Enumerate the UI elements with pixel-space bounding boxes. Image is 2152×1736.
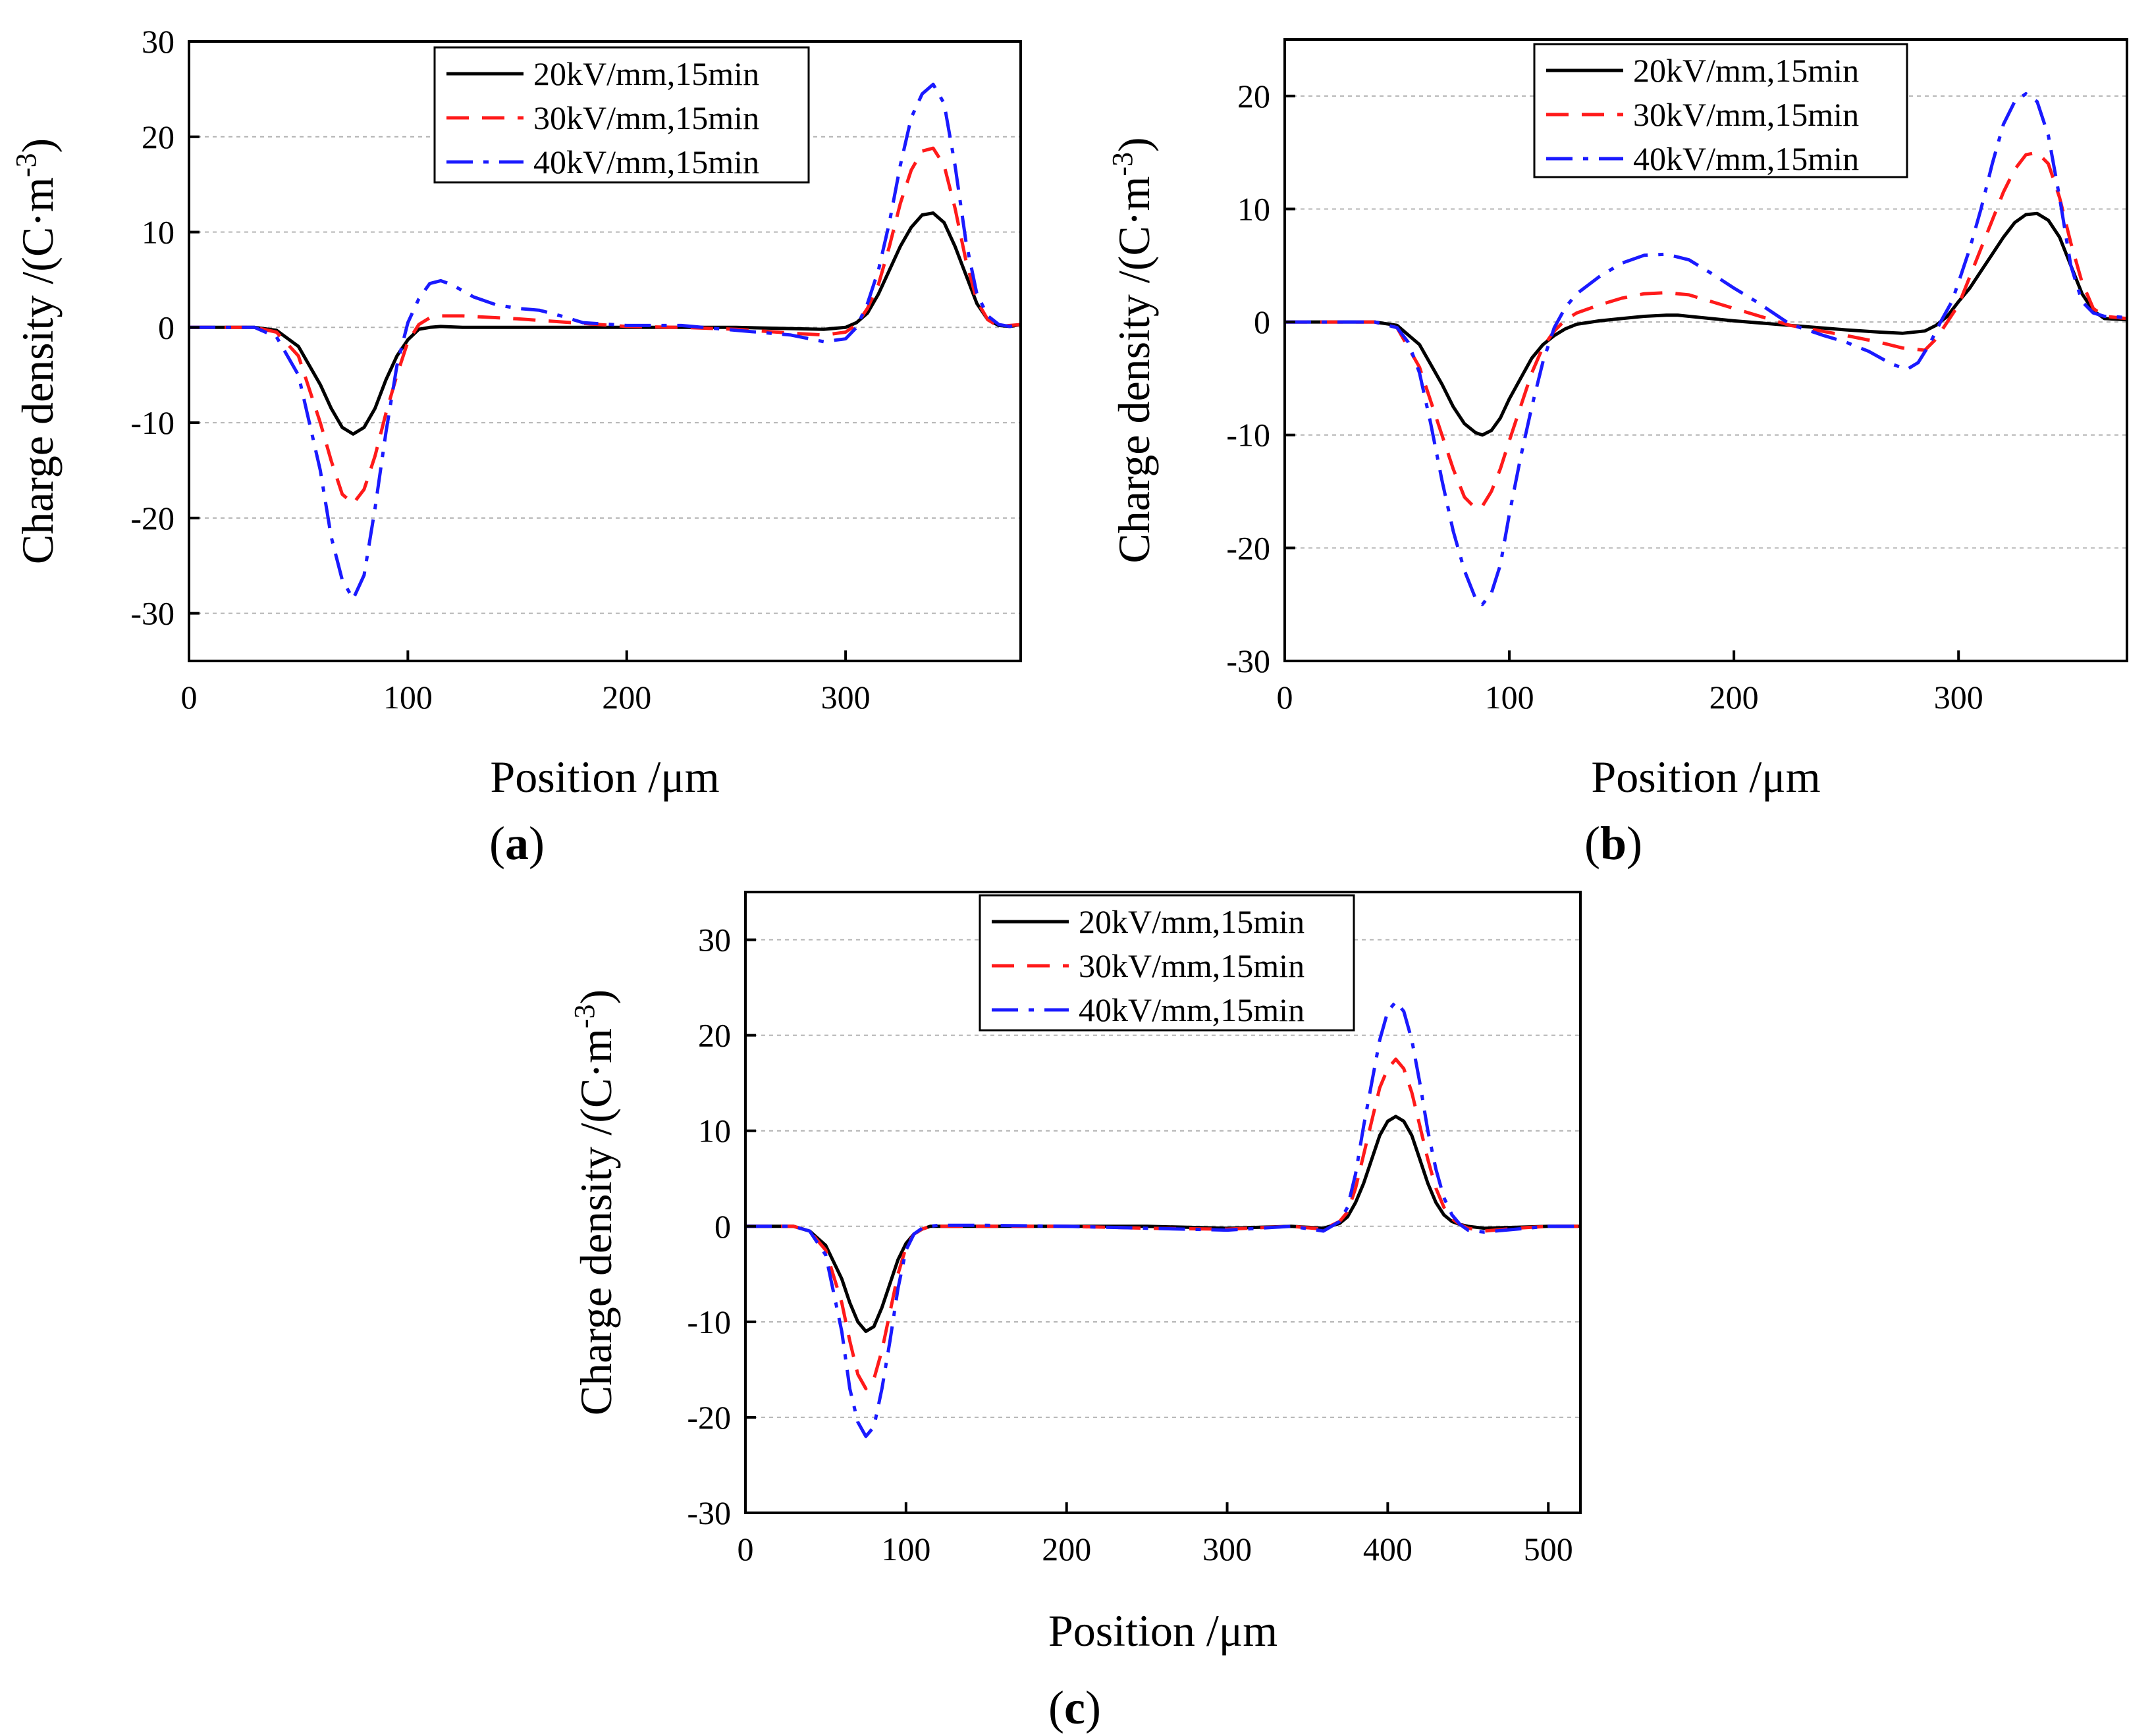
y-tick-label: -20 — [1226, 529, 1270, 566]
y-tick-label: -10 — [687, 1303, 731, 1340]
y-tick-label: 10 — [698, 1113, 731, 1149]
panel-label-b: (b) — [1584, 817, 1642, 870]
legend-label: 20kV/mm,15min — [533, 55, 759, 92]
y-tick-label: 0 — [1254, 303, 1270, 340]
x-tick-label: 100 — [881, 1531, 930, 1567]
y-tick-label: 20 — [142, 118, 175, 155]
legend-label: 30kV/mm,15min — [1633, 96, 1859, 133]
x-tick-label: 0 — [181, 679, 198, 716]
x-tick-label: 300 — [1934, 679, 1983, 716]
y-tick-label: -30 — [130, 595, 175, 632]
y-tick-label: 10 — [142, 214, 175, 251]
x-tick-label: 200 — [1709, 679, 1759, 716]
y-tick-label: 30 — [698, 922, 731, 959]
x-tick-label: 400 — [1363, 1531, 1412, 1567]
y-tick-label: -30 — [687, 1494, 731, 1531]
x-tick-label: 300 — [1202, 1531, 1252, 1567]
y-tick-label: -20 — [687, 1399, 731, 1436]
legend-label: 40kV/mm,15min — [1633, 140, 1859, 177]
x-tick-label: 100 — [1485, 679, 1534, 716]
panel-label-c-letter: c — [1064, 1681, 1085, 1734]
series-line-a-1 — [189, 211, 1021, 436]
x-tick-label: 100 — [383, 679, 433, 716]
legend-box — [433, 46, 810, 184]
legend-box — [1533, 43, 1908, 178]
plot-frame — [1283, 38, 2128, 662]
legend-label: 20kV/mm,15min — [1633, 52, 1859, 89]
series-line-b-3 — [1285, 92, 2128, 606]
legend-label: 30kV/mm,15min — [533, 99, 759, 136]
panel-label-c: (c) — [1048, 1681, 1101, 1734]
x-tick-label: 200 — [602, 679, 651, 716]
series-line-a-2 — [189, 146, 1021, 506]
x-tick-label: 0 — [738, 1531, 754, 1567]
y-axis-label: Charge density /(C·m-3) — [568, 989, 621, 1415]
panel-label-b-letter: b — [1600, 817, 1627, 870]
panel-label-a: (a) — [489, 817, 545, 870]
y-tick-label: 0 — [158, 309, 175, 346]
x-tick-label: 300 — [821, 679, 871, 716]
y-tick-label: -10 — [1226, 417, 1270, 454]
chart-panel-b: 0 100 200 300 -30 -20 -10 0 10 20 Position /μm Char… — [1106, 38, 2128, 802]
y-tick-label: -10 — [130, 404, 175, 441]
legend: 20kV/mm,15min 30kV/mm,15min 40kV/mm,15min — [433, 46, 810, 184]
plot-frame — [744, 891, 1582, 1514]
legend-label: 20kV/mm,15min — [1079, 903, 1305, 940]
y-tick-label: 20 — [1237, 78, 1270, 115]
series-line-a-3 — [189, 82, 1021, 601]
y-tick-label: 10 — [1237, 190, 1270, 227]
series-line-b-1 — [1285, 211, 2128, 437]
y-tick-label: -30 — [1226, 643, 1270, 679]
x-axis-label: Position /μm — [1048, 1606, 1278, 1656]
series-line-c-3 — [745, 1000, 1580, 1438]
legend-box — [979, 894, 1355, 1032]
y-tick-label: 20 — [698, 1017, 731, 1054]
legend: 20kV/mm,15min 30kV/mm,15min 40kV/mm,15min — [1533, 43, 1908, 178]
x-axis-label: Position /μm — [1591, 752, 1820, 802]
legend-label: 40kV/mm,15min — [533, 144, 759, 180]
x-tick-label: 500 — [1524, 1531, 1573, 1567]
legend-label: 30kV/mm,15min — [1079, 947, 1305, 984]
y-axis-label: Charge density /(C·m-3) — [1106, 137, 1159, 563]
x-tick-label: 200 — [1042, 1531, 1091, 1567]
plot-frame — [188, 40, 1022, 662]
legend: 20kV/mm,15min 30kV/mm,15min 40kV/mm,15min — [979, 894, 1355, 1032]
panel-label-a-letter: a — [505, 817, 529, 870]
y-tick-label: 0 — [714, 1208, 731, 1245]
x-tick-label: 0 — [1277, 679, 1293, 716]
series-line-b-2 — [1285, 151, 2128, 510]
chart-panel-c: 0 100 200 300 400 500 -30 -20 -10 0 10 20 30 Position… — [568, 891, 1582, 1656]
y-tick-label: -20 — [130, 500, 175, 537]
y-tick-label: 30 — [142, 23, 175, 60]
chart-panel-a: 0 100 200 300 -30 -20 -10 0 10 20 30 Position /μm Ch… — [10, 23, 1022, 802]
y-axis-label: Charge density /(C·m-3) — [10, 138, 63, 564]
x-axis-label: Position /μm — [490, 752, 719, 802]
legend-label: 40kV/mm,15min — [1079, 991, 1305, 1028]
series-line-c-2 — [745, 1057, 1580, 1390]
